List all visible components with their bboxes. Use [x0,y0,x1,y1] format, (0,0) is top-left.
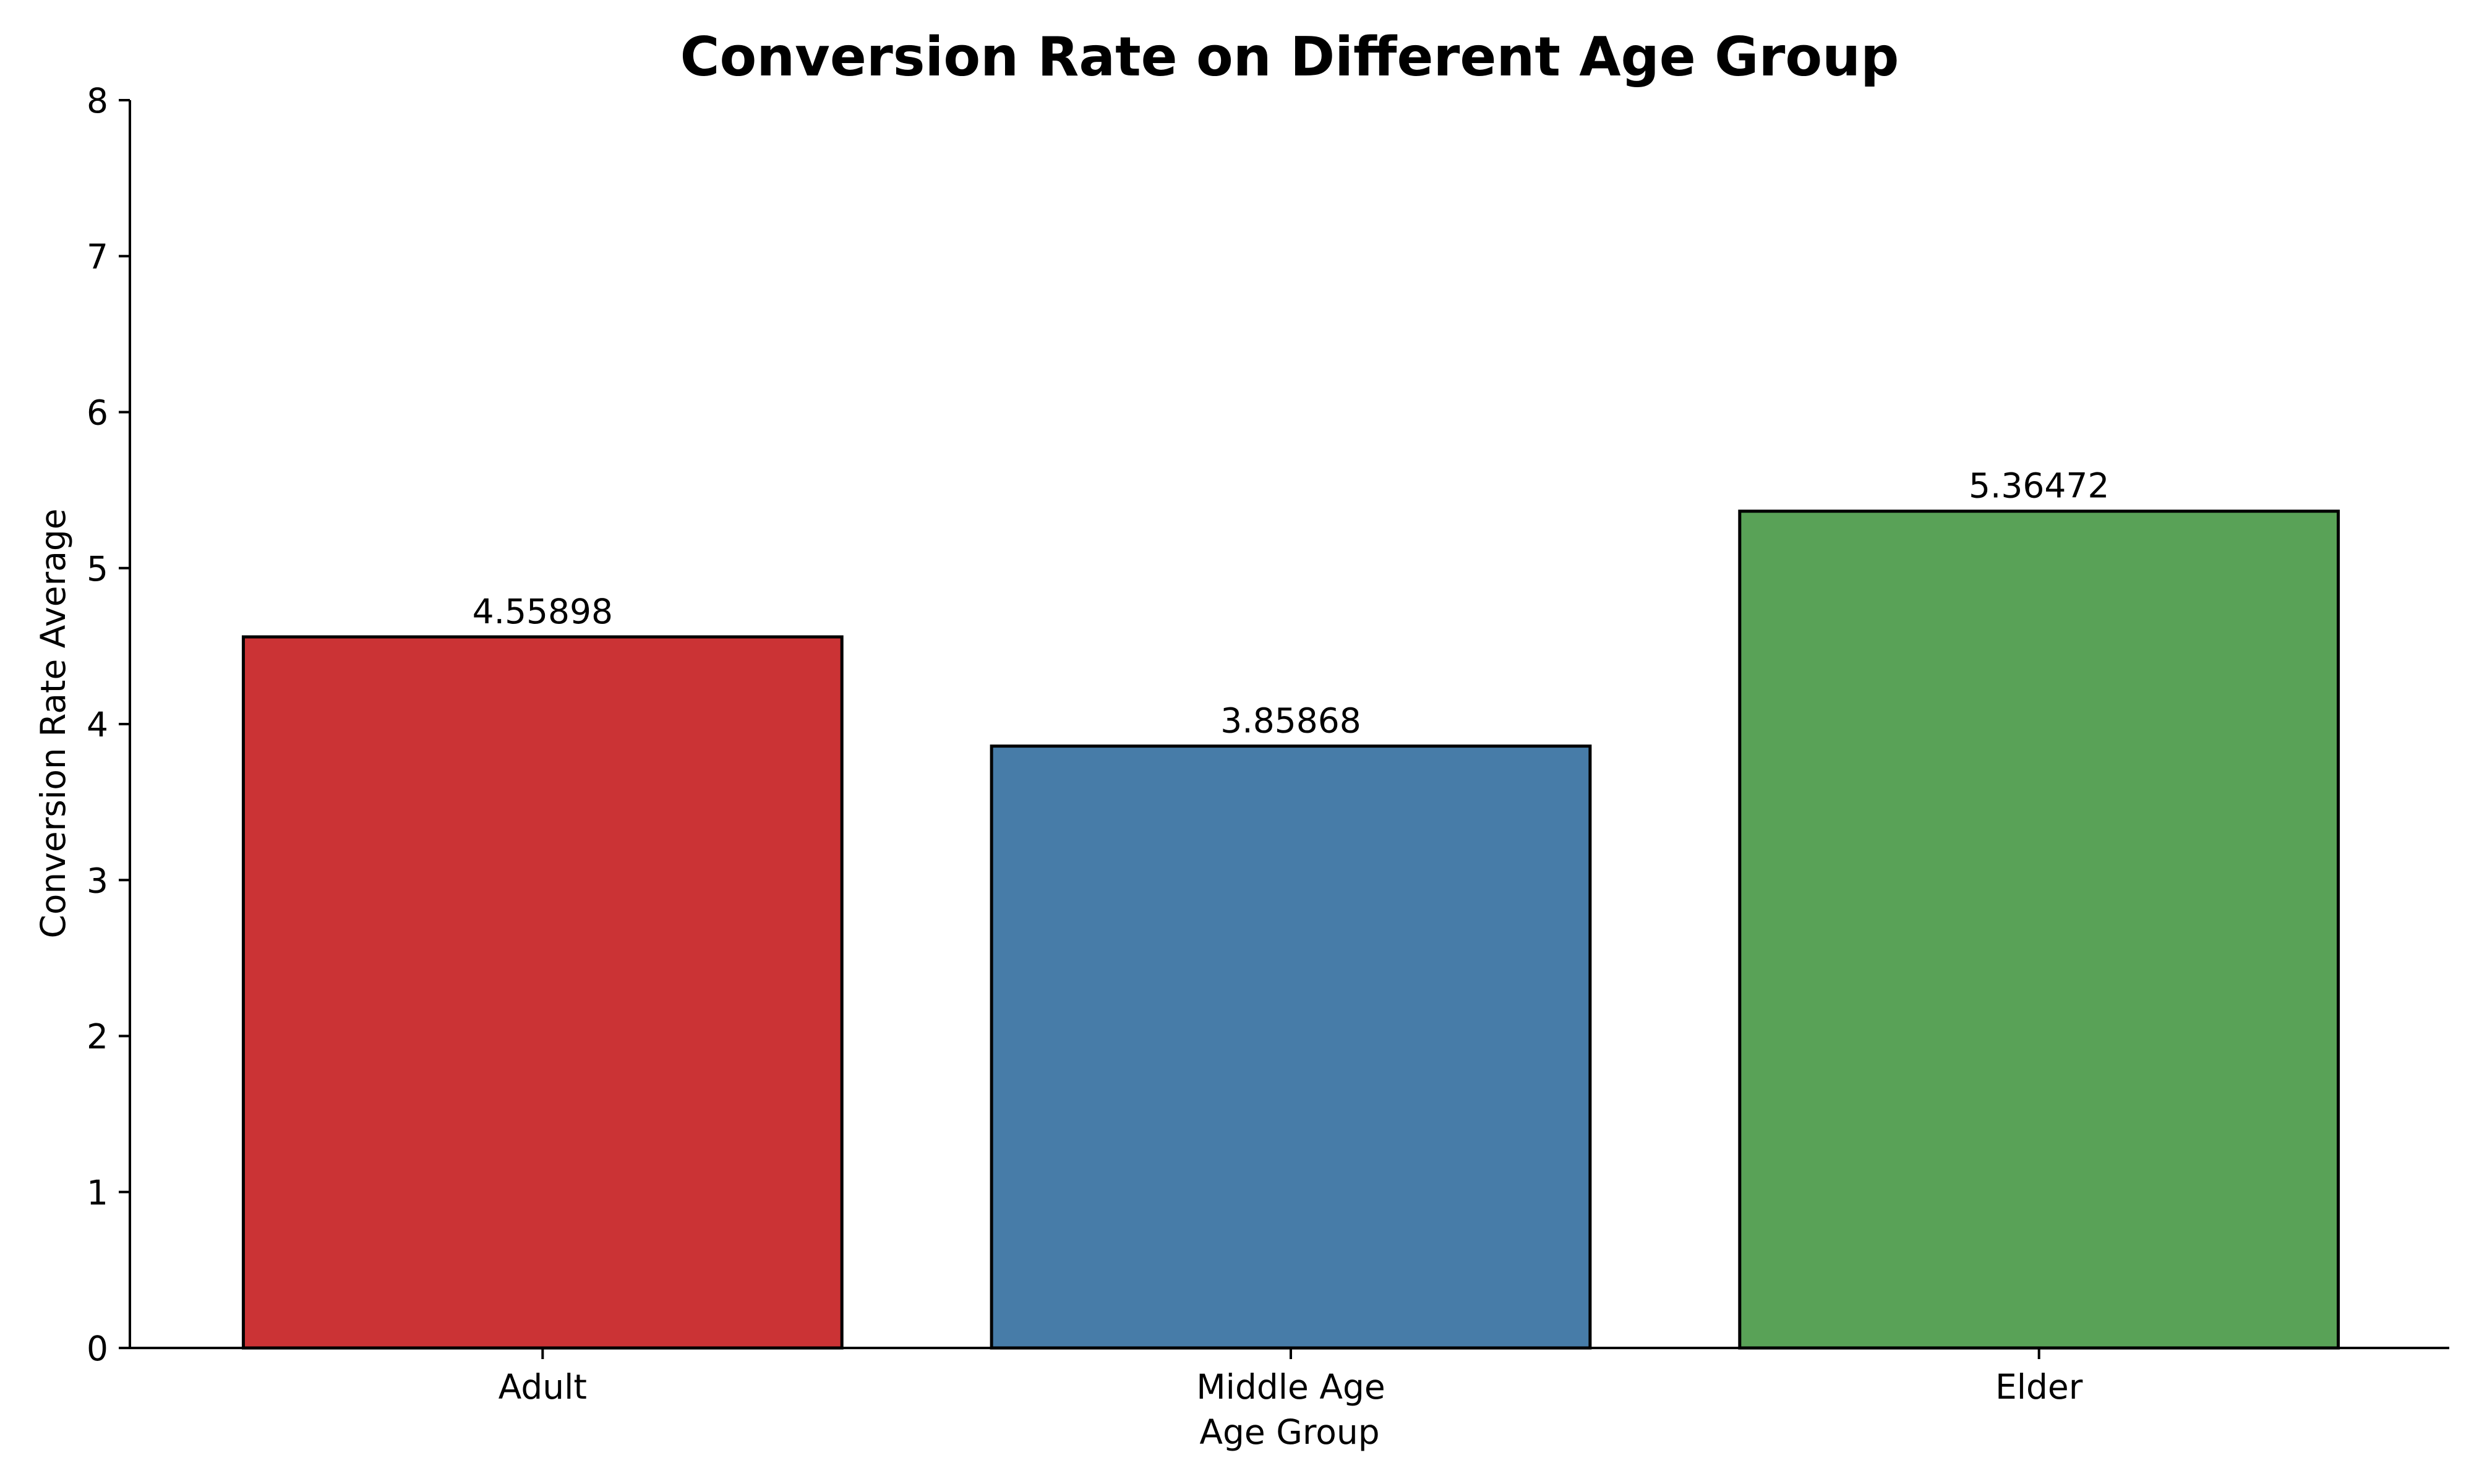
x-tick-label: Middle Age [1196,1367,1385,1407]
y-tick-label: 6 [87,393,108,433]
data-labels: 4.55898 3.85868 5.36472 [473,466,2110,741]
y-tick-label: 7 [87,237,108,276]
y-tick-label: 2 [87,1017,108,1057]
y-axis-ticks: 0 1 2 3 4 5 6 7 8 [87,81,130,1368]
y-tick-label: 4 [87,705,108,744]
y-tick-label: 0 [87,1329,108,1368]
y-tick-label: 8 [87,81,108,121]
x-tick-label: Elder [1995,1367,2083,1407]
y-tick-label: 5 [87,549,108,589]
bar-middle-age [990,744,1592,1350]
x-tick-label: Adult [499,1367,587,1407]
data-label-middle-age: 3.85868 [1220,701,1361,741]
data-label-elder: 5.36472 [1969,466,2109,506]
y-axis-label: Conversion Rate Average [33,508,73,938]
bars [241,510,2340,1350]
x-axis-ticks: Adult Middle Age Elder [499,1348,2083,1407]
data-label-adult: 4.55898 [473,592,613,631]
bar-adult [241,635,844,1350]
chart-title: Conversion Rate on Different Age Group [680,25,1899,88]
bar-elder [1738,510,2340,1350]
y-tick-label: 1 [87,1173,108,1213]
plot-area: 4.55898 3.85868 5.36472 0 1 2 3 4 5 6 7 8 Adult Mid… [87,81,2449,1407]
y-tick-label: 3 [87,861,108,900]
x-axis-label: Age Group [1199,1412,1379,1452]
